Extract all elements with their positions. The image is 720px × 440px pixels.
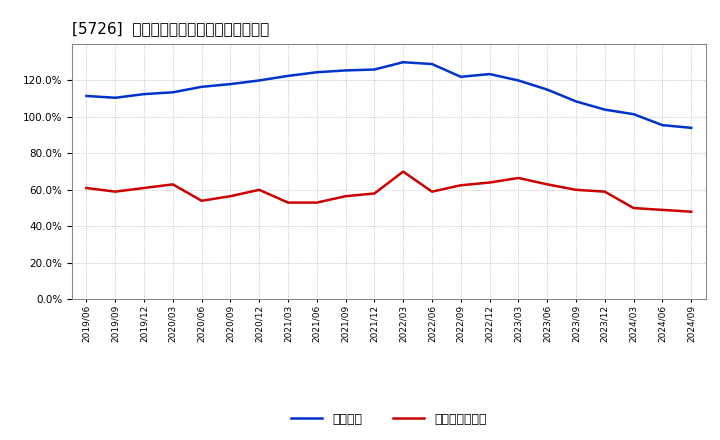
固定長期適合率 [255,187,264,192]
固定長期適合率 [226,194,235,199]
固定長期適合率 [82,185,91,191]
固定比率 [284,73,292,78]
固定長期適合率 [399,169,408,174]
固定長期適合率 [485,180,494,185]
固定長期適合率 [658,207,667,213]
固定比率 [687,125,696,131]
固定長期適合率 [312,200,321,205]
固定比率 [456,74,465,80]
固定比率 [600,107,609,112]
固定比率 [341,68,350,73]
固定比率 [428,62,436,67]
固定長期適合率 [629,205,638,211]
固定比率 [226,81,235,87]
固定長期適合率 [197,198,206,203]
Line: 固定比率: 固定比率 [86,62,691,128]
固定比率 [82,93,91,99]
固定長期適合率 [600,189,609,194]
固定比率 [255,78,264,83]
固定比率 [514,78,523,83]
固定長期適合率 [284,200,292,205]
Legend: 固定比率, 固定長期適合率: 固定比率, 固定長期適合率 [291,413,487,425]
固定長期適合率 [543,182,552,187]
固定比率 [111,95,120,100]
Line: 固定長期適合率: 固定長期適合率 [86,172,691,212]
固定長期適合率 [428,189,436,194]
固定比率 [399,59,408,65]
固定長期適合率 [687,209,696,214]
固定比率 [543,87,552,92]
固定比率 [140,92,148,97]
固定長期適合率 [456,183,465,188]
固定比率 [485,71,494,77]
固定比率 [168,90,177,95]
固定比率 [197,84,206,89]
固定比率 [370,67,379,72]
固定比率 [572,99,580,104]
固定比率 [312,70,321,75]
固定長期適合率 [111,189,120,194]
固定比率 [658,122,667,128]
固定比率 [629,111,638,117]
Text: [5726]  固定比率、固定長期適合率の推移: [5726] 固定比率、固定長期適合率の推移 [72,21,269,36]
固定長期適合率 [572,187,580,192]
固定長期適合率 [514,175,523,180]
固定長期適合率 [341,194,350,199]
固定長期適合率 [370,191,379,196]
固定長期適合率 [140,185,148,191]
固定長期適合率 [168,182,177,187]
